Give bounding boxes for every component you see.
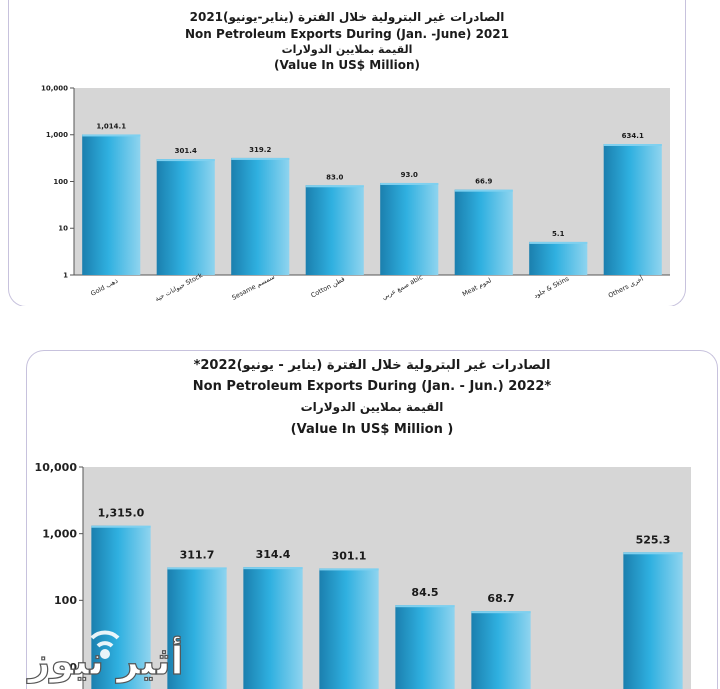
bar-cap <box>454 189 513 192</box>
bar-cap <box>623 552 683 555</box>
data-label: 525.3 <box>636 533 671 546</box>
broadcast-icon <box>90 630 120 659</box>
bar <box>529 241 588 275</box>
data-label: 84.5 <box>411 586 438 599</box>
bar <box>167 567 227 689</box>
y-tick-label: 100 <box>54 594 77 607</box>
panel-gap <box>0 306 720 346</box>
bar <box>91 525 151 689</box>
x-tick-label: حيوانات حية Stock <box>154 271 204 303</box>
data-label: 5.1 <box>552 230 565 238</box>
bar <box>454 189 513 275</box>
x-tick-label: صمغ عربي abic <box>381 273 425 301</box>
data-label: 314.4 <box>256 548 291 561</box>
data-label: 301.1 <box>332 549 367 562</box>
bar-cap <box>471 611 531 614</box>
bar <box>319 568 379 689</box>
bar-cap <box>156 159 215 162</box>
chart-title-ar: الصادرات غير البترولية خلال الفترة (يناي… <box>189 10 505 24</box>
bar-cap <box>305 185 364 188</box>
data-label: 311.7 <box>180 548 215 561</box>
y-tick-label: 10,000 <box>41 84 68 92</box>
x-tick-label: Meat لحوم <box>461 276 493 298</box>
x-tick-label: Others أخرى <box>607 274 645 300</box>
x-tick-label: Sesame سمسم <box>231 273 276 302</box>
bar <box>623 552 683 689</box>
chart-title-ar: الصادرات غير البترولية خلال الفترة (يناي… <box>193 358 551 373</box>
bar-cap <box>167 567 227 570</box>
bar <box>82 134 141 275</box>
bar-cap <box>82 134 141 137</box>
bar-cap <box>395 605 455 608</box>
bar-cap <box>231 157 290 160</box>
bar-cap <box>529 241 588 244</box>
y-tick-label: 10,000 <box>35 461 78 474</box>
data-label: 1,315.0 <box>98 507 145 520</box>
bar <box>243 567 303 689</box>
data-label: 1,014.1 <box>96 122 126 130</box>
bar <box>471 611 531 689</box>
bar-cap <box>91 525 151 528</box>
data-label: 83.0 <box>326 173 343 181</box>
chart-panel-2021: الصادرات غير البترولية خلال الفترة (يناي… <box>8 0 686 307</box>
data-label: 93.0 <box>401 171 418 179</box>
bar <box>380 182 439 275</box>
y-tick-label: 10 <box>58 225 68 233</box>
chart-subtitle-ar: القيمة بملايين الدولارات <box>281 43 413 56</box>
bar-cap <box>380 182 439 185</box>
watermark-logo: أثير نيوز <box>26 630 184 684</box>
y-tick-label: 1 <box>63 271 68 279</box>
y-tick-label: 100 <box>53 178 68 186</box>
bar-cap <box>603 143 662 146</box>
chart-subtitle: (Value In US$ Million ) <box>290 422 454 437</box>
bar <box>603 143 662 275</box>
chart-panel-2022: الصادرات غير البترولية خلال الفترة (يناي… <box>26 350 718 689</box>
y-tick-label: 1,000 <box>42 528 77 541</box>
bar <box>395 605 455 689</box>
y-tick-label: 10 <box>62 661 78 674</box>
chart-title: Non Petroleum Exports During (Jan. - Jun… <box>192 379 552 394</box>
bar-cap <box>243 567 303 570</box>
data-label: 68.7 <box>487 592 514 605</box>
bar <box>231 157 290 275</box>
bar-chart-2022: 10,000 1,000 100 10 1,315.0 311.7 314.4 301.1 84… <box>35 461 691 689</box>
data-label: 319.2 <box>249 146 271 154</box>
data-label: 301.4 <box>175 147 197 155</box>
x-tick-label: جلود & Skins <box>532 274 571 300</box>
chart-subtitle: (Value In US$ Million) <box>274 58 420 72</box>
bar-chart-2021: 10,000 1,000 100 10 1 1,014.1 Gold ذهب 301.4 حيو… <box>41 84 670 303</box>
x-tick-label: Gold ذهب <box>89 277 119 298</box>
bar <box>305 185 364 275</box>
bar-cap <box>319 568 379 571</box>
watermark-text: أثير نيوز <box>26 636 183 683</box>
chart-title: Non Petroleum Exports During (Jan. -June… <box>185 27 509 41</box>
bar <box>156 159 215 275</box>
y-tick-label: 1,000 <box>46 131 68 139</box>
data-label: 634.1 <box>622 132 644 140</box>
chart-subtitle-ar: القيمة بملايين الدولارات <box>300 400 444 414</box>
data-label: 66.9 <box>475 178 492 186</box>
x-tick-label: Cotton قطن <box>310 275 347 300</box>
